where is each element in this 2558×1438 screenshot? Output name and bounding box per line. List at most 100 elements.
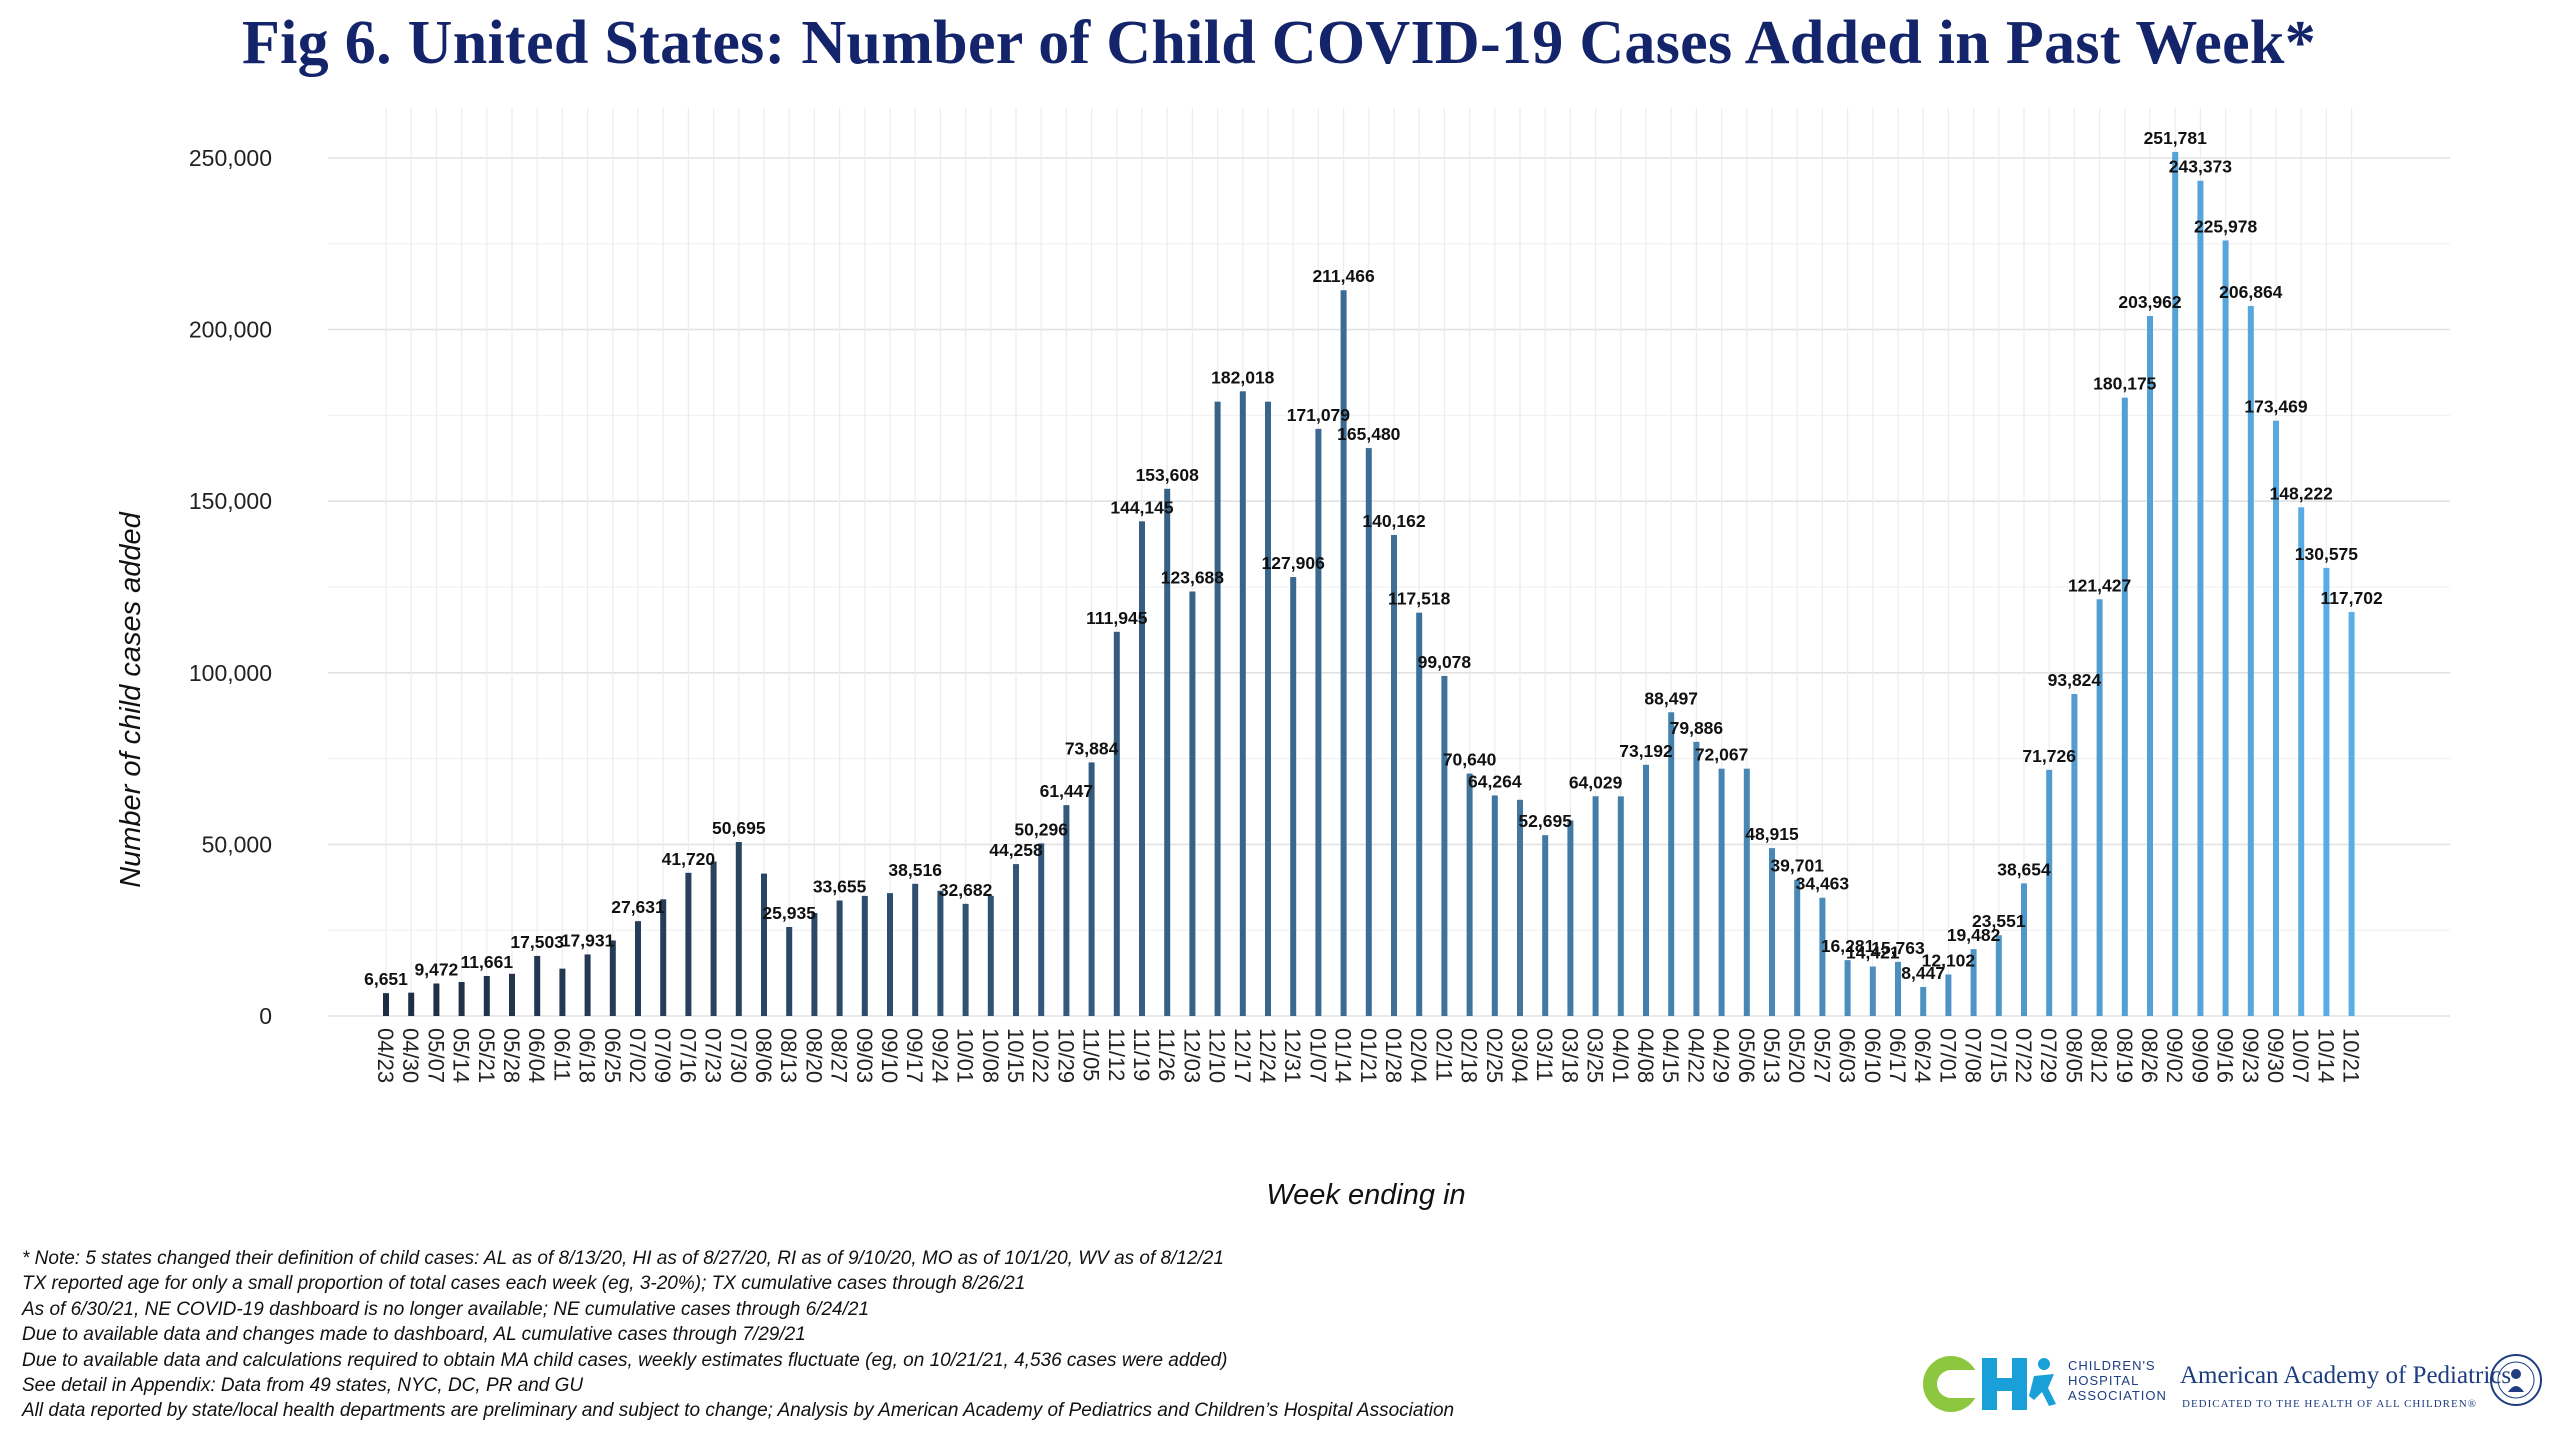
y-tick-label: 150,000 — [189, 488, 272, 514]
bar — [836, 900, 843, 1016]
bar — [2222, 240, 2229, 1017]
x-tick-label: 12/31 — [1280, 1028, 1305, 1083]
x-tick-label: 01/07 — [1305, 1028, 1330, 1083]
data-label: 153,608 — [1136, 465, 1200, 485]
x-tick-label: 10/08 — [978, 1028, 1003, 1083]
bar — [2273, 420, 2279, 1016]
bar — [710, 861, 717, 1016]
x-tick-label: 05/20 — [1784, 1028, 1809, 1083]
x-tick-label: 07/08 — [1961, 1028, 1986, 1083]
data-label: 73,884 — [1065, 738, 1119, 758]
bar — [761, 873, 767, 1016]
footnote-line: * Note: 5 states changed their definitio… — [22, 1248, 1224, 1269]
bar — [1189, 591, 1196, 1016]
x-tick-label: 08/12 — [2087, 1028, 2112, 1083]
x-tick-label: 10/14 — [2313, 1028, 2338, 1083]
bar — [811, 913, 818, 1016]
x-tick-label: 04/30 — [398, 1028, 423, 1083]
x-tick-label: 01/28 — [1381, 1028, 1406, 1083]
data-label: 73,192 — [1619, 741, 1673, 761]
data-label: 88,497 — [1644, 688, 1698, 708]
x-tick-label: 02/11 — [1431, 1028, 1456, 1081]
x-tick-label: 06/03 — [1835, 1028, 1860, 1083]
data-label: 33,655 — [813, 876, 867, 896]
bar — [2298, 507, 2305, 1016]
bar — [2021, 883, 2027, 1016]
bar — [1895, 961, 1901, 1016]
x-tick-label: 07/02 — [625, 1028, 650, 1083]
x-tick-label: 10/22 — [1028, 1028, 1053, 1083]
footnote-line: Due to available data and changes made t… — [22, 1324, 806, 1346]
bar — [1416, 612, 1423, 1016]
x-tick-label: 07/23 — [701, 1028, 726, 1083]
x-tick-label: 05/21 — [474, 1028, 499, 1083]
x-tick-label: 12/24 — [1255, 1028, 1280, 1083]
bar — [1617, 796, 1624, 1016]
data-label: 38,654 — [1997, 859, 2051, 879]
bar — [1013, 864, 1019, 1016]
data-label: 165,480 — [1337, 424, 1401, 444]
bar — [1743, 768, 1750, 1016]
bar — [2247, 306, 2254, 1017]
bar — [1517, 799, 1523, 1016]
x-tick-label: 07/30 — [726, 1028, 751, 1083]
bar — [861, 895, 868, 1016]
x-tick-label: 02/04 — [1406, 1028, 1431, 1083]
x-tick-label: 03/18 — [1557, 1028, 1582, 1083]
x-axis: 04/23 04/30 05/07 05/14 05/21 05/28 06/04 06/11… — [373, 1028, 2364, 1083]
x-tick-label: 06/24 — [1910, 1028, 1935, 1083]
bar — [987, 895, 994, 1016]
x-tick-label: 04/29 — [1709, 1028, 1734, 1083]
bar — [1290, 577, 1297, 1016]
x-tick-label: 12/03 — [1179, 1028, 1204, 1083]
footnote-line: All data reported by state/local health … — [22, 1400, 1455, 1422]
x-tick-label: 04/23 — [373, 1028, 398, 1083]
bar — [1643, 764, 1649, 1016]
data-label: 225,978 — [2194, 216, 2258, 236]
data-label: 72,067 — [1695, 745, 1749, 765]
bar — [2147, 316, 2153, 1016]
x-tick-label: 11/26 — [1154, 1028, 1179, 1081]
bar — [1265, 401, 1271, 1016]
bar — [559, 968, 566, 1016]
data-label: 117,702 — [2320, 588, 2383, 608]
x-tick-label: 10/07 — [2288, 1028, 2313, 1083]
bar — [1718, 768, 1725, 1016]
data-label: 6,651 — [364, 969, 408, 989]
x-tick-label: 07/01 — [1935, 1028, 1960, 1083]
x-tick-label: 08/05 — [2061, 1028, 2086, 1083]
x-tick-label: 04/08 — [1633, 1028, 1658, 1083]
y-tick-label: 50,000 — [202, 831, 272, 857]
bar — [2071, 693, 2078, 1016]
data-label: 50,695 — [712, 818, 766, 838]
bar — [1365, 448, 1372, 1016]
data-label: 71,726 — [2022, 746, 2076, 766]
y-tick-label: 0 — [259, 1003, 272, 1029]
data-label: 182,018 — [1211, 367, 1275, 387]
data-label: 70,640 — [1443, 750, 1497, 770]
bar — [635, 921, 641, 1016]
data-label: 38,516 — [888, 860, 942, 880]
bar — [1819, 897, 1826, 1016]
x-tick-label: 03/25 — [1583, 1028, 1608, 1083]
y-tick-label: 250,000 — [189, 145, 272, 171]
bar — [2096, 599, 2103, 1016]
bar — [1693, 741, 1700, 1016]
page-title: Fig 6. United States: Number of Child CO… — [241, 9, 2317, 77]
bar — [912, 883, 919, 1016]
footnotes: * Note: 5 states changed their definitio… — [22, 1246, 1862, 1424]
x-tick-label: 10/21 — [2339, 1028, 2364, 1083]
data-label: 173,469 — [2244, 397, 2308, 417]
data-label: 32,682 — [939, 880, 993, 900]
x-tick-label: 02/18 — [1457, 1028, 1482, 1083]
data-label: 64,029 — [1569, 772, 1623, 792]
aap-seal-icon — [2490, 1354, 2542, 1406]
bar — [1214, 401, 1221, 1016]
data-label: 123,688 — [1161, 568, 1225, 588]
data-label: 17,503 — [510, 932, 564, 952]
x-tick-label: 11/05 — [1079, 1028, 1104, 1081]
x-tick-label: 10/15 — [1003, 1028, 1028, 1083]
bar — [1869, 966, 1876, 1016]
